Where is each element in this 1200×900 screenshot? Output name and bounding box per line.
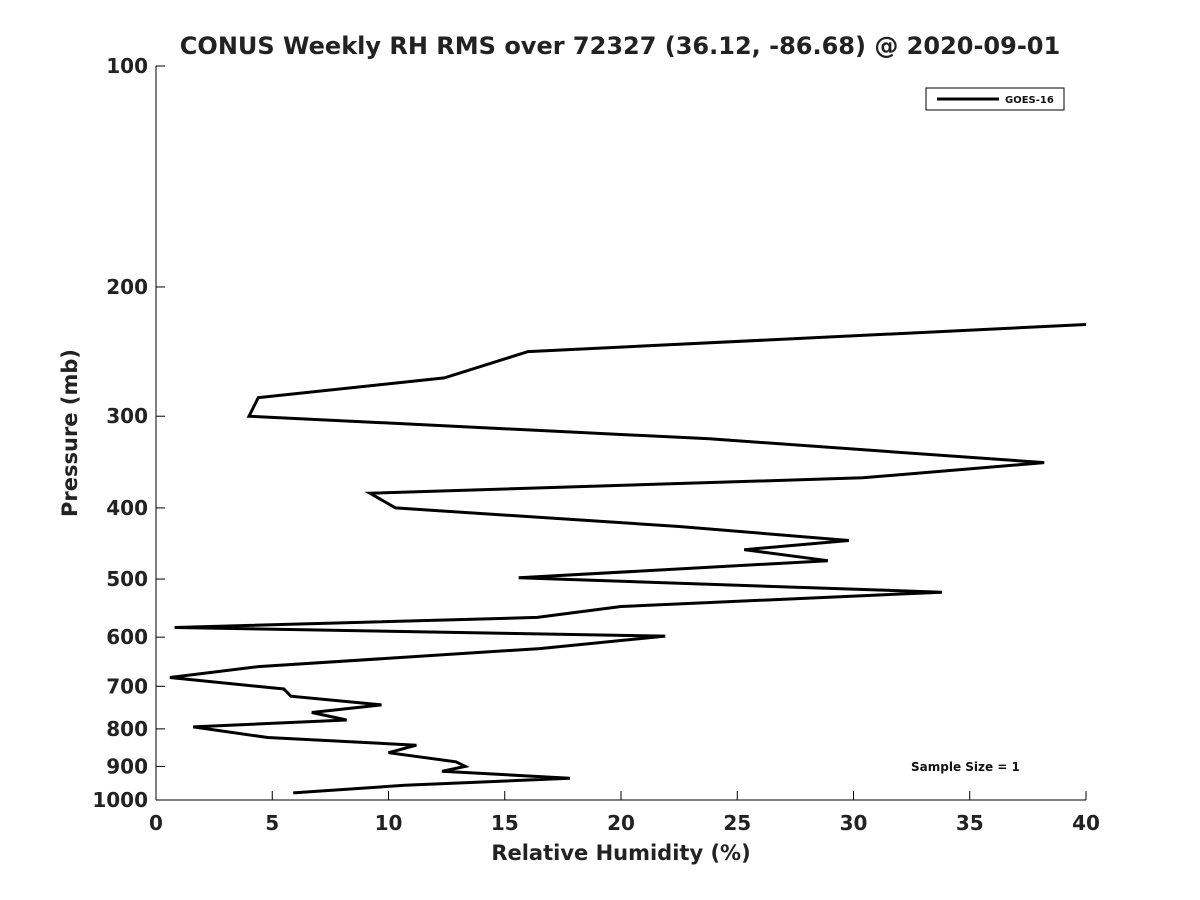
y-tick-label: 800 bbox=[106, 717, 148, 741]
y-ticks: 100 200 300 400 500 600 700 800 900 1000 bbox=[92, 54, 165, 812]
x-tick-label: 40 bbox=[1072, 811, 1100, 835]
x-tick-label: 10 bbox=[375, 811, 403, 835]
y-tick-label: 200 bbox=[106, 275, 148, 299]
x-tick-label: 35 bbox=[956, 811, 984, 835]
y-tick-label: 700 bbox=[106, 674, 148, 698]
y-tick-label: 900 bbox=[106, 754, 148, 778]
x-tick-label: 30 bbox=[840, 811, 868, 835]
y-tick-label: 300 bbox=[106, 404, 148, 428]
legend: GOES-16 bbox=[925, 87, 1065, 111]
x-tick-label: 20 bbox=[607, 811, 635, 835]
y-tick-label: 1000 bbox=[92, 788, 148, 812]
chart-title: CONUS Weekly RH RMS over 72327 (36.12, -… bbox=[180, 32, 1060, 60]
x-ticks: 0 5 10 15 20 25 30 35 40 bbox=[149, 791, 1100, 835]
series-line-goes-16 bbox=[169, 323, 1087, 795]
x-tick-label: 0 bbox=[149, 811, 163, 835]
sample-size-annotation: Sample Size = 1 bbox=[911, 760, 1020, 774]
series-layer bbox=[169, 323, 1087, 795]
x-tick-label: 25 bbox=[723, 811, 751, 835]
y-tick-label: 100 bbox=[106, 54, 148, 78]
y-tick-label: 500 bbox=[106, 567, 148, 591]
x-axis-label: Relative Humidity (%) bbox=[491, 841, 750, 865]
y-tick-label: 400 bbox=[106, 496, 148, 520]
x-tick-label: 5 bbox=[265, 811, 279, 835]
y-axis-label: Pressure (mb) bbox=[58, 349, 82, 517]
y-tick-label: 600 bbox=[106, 625, 148, 649]
legend-label-goes-16: GOES-16 bbox=[1005, 95, 1054, 106]
x-tick-label: 15 bbox=[491, 811, 519, 835]
